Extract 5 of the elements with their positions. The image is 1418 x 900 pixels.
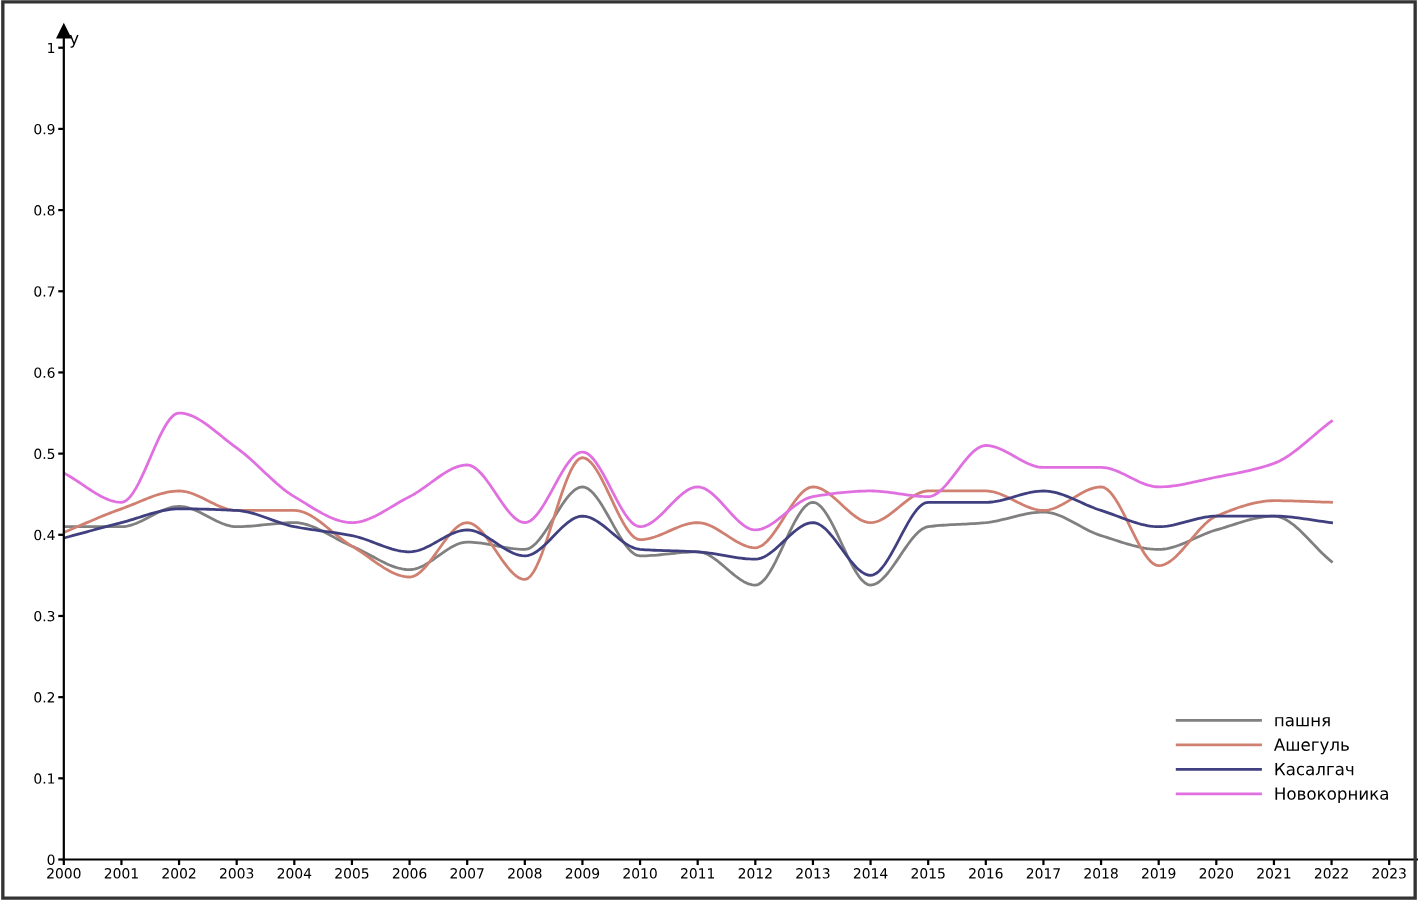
legend-label: Новокорника	[1275, 787, 1388, 804]
y-axis-title: y	[69, 35, 79, 48]
legend-label: Касалгач	[1275, 763, 1354, 776]
legend-label: Ашегуль	[1273, 738, 1349, 755]
legend-label: пашня	[1275, 716, 1330, 727]
